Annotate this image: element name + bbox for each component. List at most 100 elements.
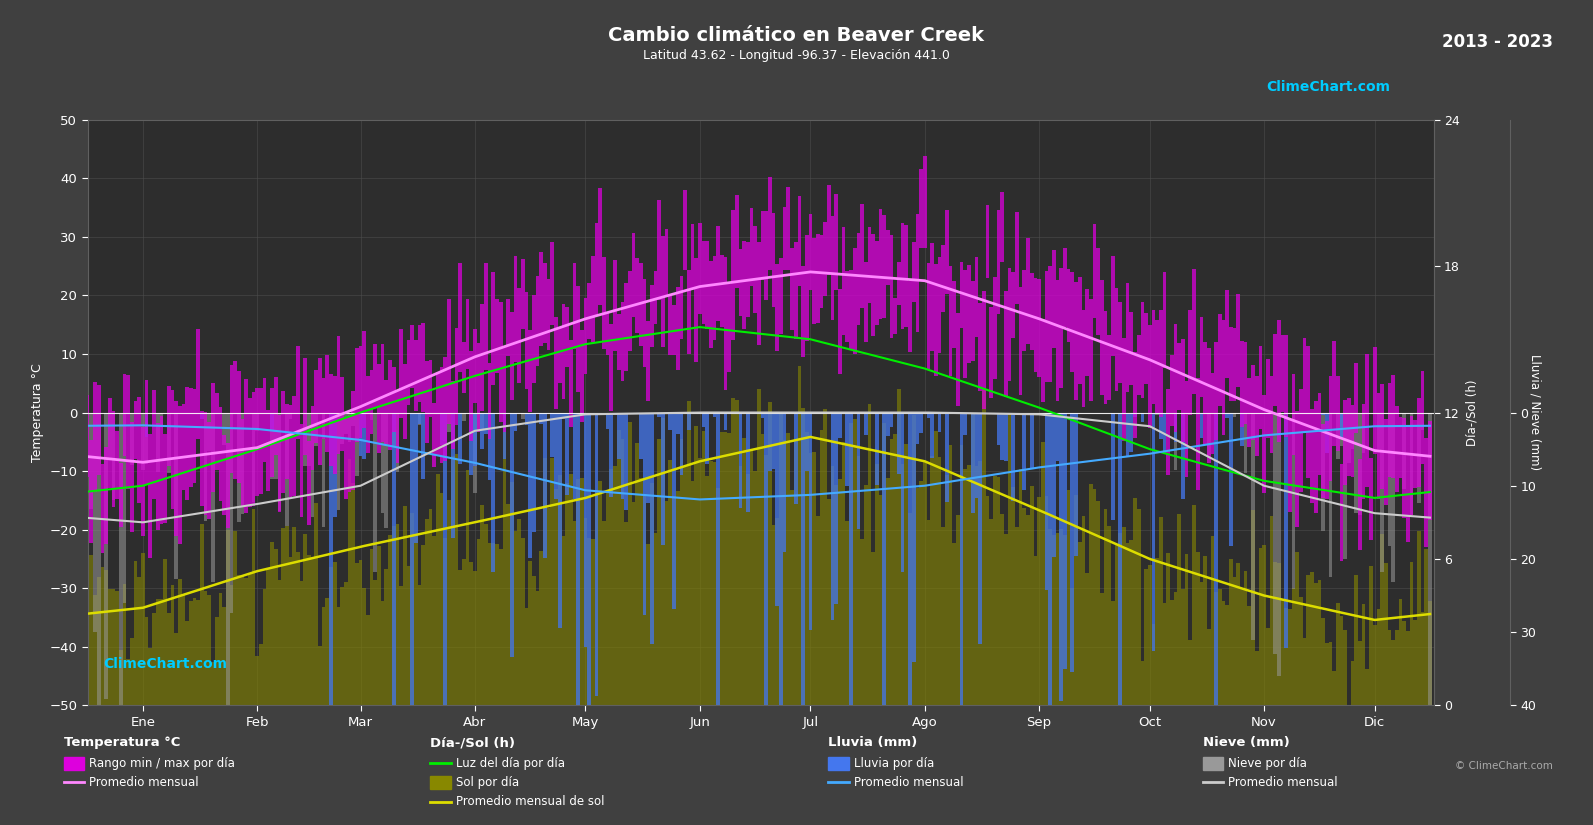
Bar <box>1163 412 1166 454</box>
Bar <box>1104 509 1107 705</box>
Bar <box>193 598 196 705</box>
Bar <box>1380 384 1384 489</box>
Bar <box>1399 598 1402 705</box>
Bar <box>709 261 712 348</box>
Bar <box>392 367 395 432</box>
Bar <box>296 552 299 705</box>
Bar <box>436 474 440 705</box>
Bar <box>1012 412 1015 501</box>
Bar <box>782 412 787 552</box>
Bar <box>411 512 414 705</box>
Bar <box>1230 327 1233 401</box>
Bar <box>757 389 761 705</box>
Bar <box>1020 286 1023 395</box>
Bar <box>370 412 373 420</box>
Bar <box>1373 625 1376 705</box>
Bar <box>1015 527 1020 705</box>
Bar <box>443 357 448 460</box>
Bar <box>112 589 115 705</box>
Text: Nieve por día: Nieve por día <box>1228 757 1308 770</box>
Bar <box>403 506 406 705</box>
Bar <box>594 223 599 316</box>
Text: © ClimeChart.com: © ClimeChart.com <box>1456 761 1553 771</box>
Bar <box>1309 573 1314 705</box>
Bar <box>1329 375 1332 481</box>
Bar <box>731 210 734 340</box>
Bar <box>86 412 89 548</box>
Bar <box>605 312 610 355</box>
Bar <box>647 321 650 401</box>
Bar <box>1295 411 1300 526</box>
Bar <box>392 412 395 446</box>
Bar <box>1354 412 1359 513</box>
Bar <box>1000 192 1004 262</box>
Bar <box>1133 412 1137 417</box>
Bar <box>535 276 540 366</box>
Bar <box>1354 363 1359 433</box>
Bar <box>1214 412 1219 705</box>
Bar <box>927 263 930 370</box>
Bar <box>761 434 765 705</box>
Bar <box>852 419 857 705</box>
Bar <box>1236 563 1239 705</box>
Bar <box>970 412 975 513</box>
Bar <box>1225 412 1230 418</box>
Bar <box>429 361 432 417</box>
Bar <box>134 401 137 460</box>
Bar <box>190 601 193 705</box>
Bar <box>1362 412 1365 453</box>
Bar <box>414 341 417 411</box>
Bar <box>1129 312 1133 384</box>
Bar <box>1126 284 1129 392</box>
Bar <box>333 375 336 474</box>
Bar <box>1051 250 1056 348</box>
Bar <box>167 613 170 705</box>
Bar <box>1107 335 1110 400</box>
Bar <box>303 358 307 455</box>
Bar <box>978 412 981 644</box>
Bar <box>650 483 653 705</box>
Bar <box>1273 412 1278 653</box>
Bar <box>1284 412 1289 648</box>
Bar <box>883 412 886 705</box>
Bar <box>303 412 307 466</box>
Bar <box>695 426 698 705</box>
Bar <box>1082 516 1085 705</box>
Bar <box>1219 314 1222 406</box>
Bar <box>1133 498 1137 705</box>
Bar <box>650 412 653 644</box>
Bar <box>1078 277 1082 384</box>
Bar <box>1051 412 1056 557</box>
Bar <box>307 555 311 705</box>
Bar <box>271 388 274 477</box>
Bar <box>1233 577 1236 705</box>
Bar <box>131 412 134 465</box>
Bar <box>852 248 857 354</box>
Bar <box>1289 609 1292 705</box>
Bar <box>1429 412 1432 705</box>
Bar <box>178 579 182 705</box>
Bar <box>642 279 647 367</box>
Bar <box>712 462 717 705</box>
Bar <box>470 562 473 705</box>
Bar <box>384 380 389 444</box>
Bar <box>919 481 922 705</box>
Bar <box>1343 400 1348 485</box>
Bar <box>922 462 927 705</box>
Bar <box>330 567 333 705</box>
Bar <box>720 432 723 705</box>
Bar <box>1321 619 1325 705</box>
Bar <box>911 415 916 705</box>
Bar <box>1321 412 1325 531</box>
Bar <box>1402 620 1407 705</box>
Bar <box>639 412 642 460</box>
Bar <box>1059 529 1063 705</box>
Bar <box>1391 375 1395 478</box>
Bar <box>1000 514 1004 705</box>
Bar <box>263 378 266 463</box>
Bar <box>521 259 524 329</box>
Bar <box>900 224 905 329</box>
Bar <box>481 506 484 705</box>
Bar <box>1121 527 1126 705</box>
Bar <box>953 281 956 348</box>
